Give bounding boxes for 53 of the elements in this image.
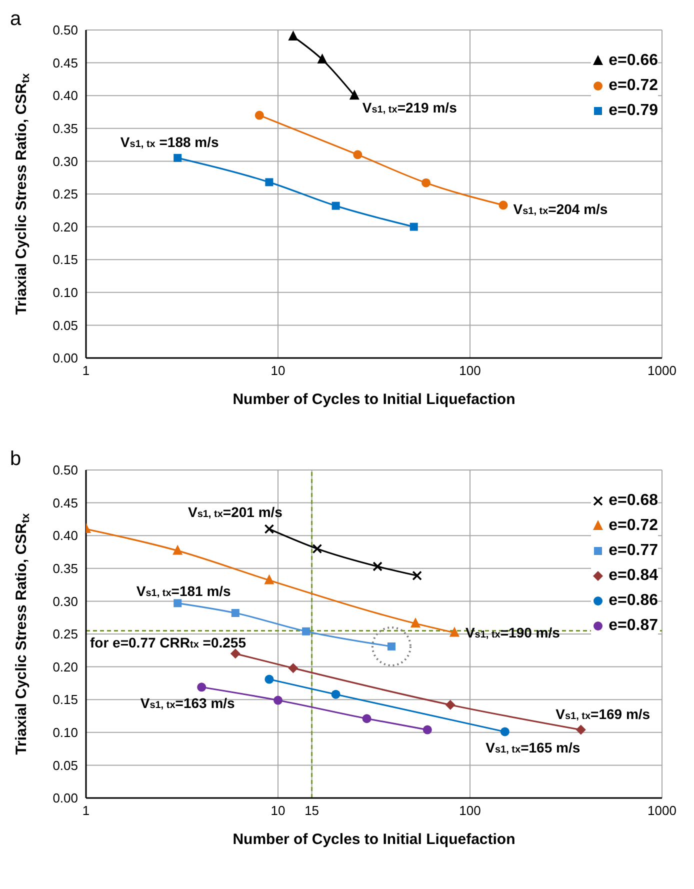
chart-title: b bbox=[10, 448, 22, 471]
x-axis-title: Number of Cycles to Initial Liquefaction bbox=[232, 831, 516, 848]
legend-label: e=0.72 bbox=[608, 516, 658, 534]
y-tick-label: 0.15 bbox=[52, 692, 78, 708]
annotation: V$_{s1, tx}$=163 m/s bbox=[140, 695, 236, 712]
y-tick-label: 0.40 bbox=[52, 528, 78, 544]
x-tick-label: 100 bbox=[459, 803, 481, 818]
y-tick-label: 0.45 bbox=[52, 495, 78, 510]
annotation: V$_{s1, tx}$=201 m/s bbox=[188, 504, 283, 520]
x-tick-label: 1000 bbox=[648, 363, 676, 378]
legend-label: e=0.66 bbox=[608, 52, 658, 70]
legend-label: e=0.68 bbox=[608, 492, 658, 510]
x-tick-label: 100 bbox=[459, 363, 481, 378]
x-tick-label: 15 bbox=[304, 803, 320, 818]
legend-label: e=0.72 bbox=[608, 76, 658, 94]
y-tick-label: 0.30 bbox=[52, 594, 78, 609]
y-tick-label: 0.35 bbox=[52, 121, 78, 136]
x-tick-label: 1000 bbox=[648, 803, 676, 818]
x-tick-label: 1 bbox=[82, 803, 90, 818]
y-tick-label: 0.20 bbox=[52, 219, 78, 234]
y-tick-label: 0.50 bbox=[52, 462, 78, 478]
x-axis-title: Number of Cycles to Initial Liquefaction bbox=[232, 391, 516, 408]
y-tick-label: 0.05 bbox=[52, 758, 78, 773]
y-tick-label: 0.35 bbox=[52, 561, 78, 576]
y-tick-label: 0.05 bbox=[52, 318, 78, 333]
y-tick-label: 0.10 bbox=[52, 725, 78, 740]
y-tick-label: 0.25 bbox=[52, 186, 78, 202]
annotation: V$_{s1, tx}$=165 m/s bbox=[486, 740, 580, 756]
chart-title: a bbox=[10, 8, 22, 31]
annotation: V$_{s1, tx}$ =188 m/s bbox=[120, 134, 219, 150]
annotation: V$_{s1, tx}$=219 m/s bbox=[362, 100, 458, 116]
y-tick-label: 0.45 bbox=[52, 55, 78, 70]
x-tick-label: 10 bbox=[270, 363, 286, 378]
annotation: V$_{s1, tx}$=181 m/s bbox=[136, 583, 232, 600]
x-tick-label: 1 bbox=[82, 363, 90, 378]
annotation: V$_{s1, tx}$=169 m/s bbox=[556, 706, 650, 722]
y-tick-label: 0.20 bbox=[52, 659, 78, 674]
y-tick-label: 0.30 bbox=[52, 154, 78, 169]
legend-label: e=0.79 bbox=[608, 102, 658, 120]
y-tick-label: 0.25 bbox=[52, 626, 78, 642]
y-tick-label: 0.10 bbox=[52, 285, 78, 300]
annotation: V$_{s1, tx}$=204 m/s bbox=[513, 201, 608, 218]
annotation: for e=0.77 CRR$_{tx}$ =0.255 bbox=[90, 634, 246, 651]
legend-label: e=0.86 bbox=[608, 592, 658, 610]
y-tick-label: 0.15 bbox=[52, 252, 78, 268]
y-tick-label: 0.00 bbox=[52, 790, 78, 806]
y-tick-label: 0.50 bbox=[52, 22, 78, 38]
y-tick-label: 0.00 bbox=[52, 350, 78, 366]
y-tick-label: 0.40 bbox=[52, 88, 78, 104]
x-tick-label: 10 bbox=[270, 803, 286, 818]
legend-label: e=0.84 bbox=[608, 566, 658, 584]
legend-label: e=0.77 bbox=[608, 542, 658, 560]
legend-label: e=0.87 bbox=[608, 616, 658, 634]
